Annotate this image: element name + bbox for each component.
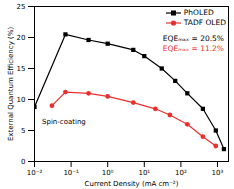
html-text:Spin-coating: Spin-coating	[42, 118, 86, 126]
svg-text:10⁻¹: 10⁻¹	[63, 169, 79, 177]
html-text:TADF OLED: TADF OLED	[183, 18, 226, 27]
html-text:EQEₘₐₓ = 20.5%: EQEₘₐₓ = 20.5%	[162, 34, 224, 43]
svg-text:5: 5	[21, 127, 25, 135]
html-text:EQEₘₐₓ = 11.2%: EQEₘₐₓ = 11.2%	[162, 44, 224, 53]
svg-text:External Quantum Efficiency (%: External Quantum Efficiency (%)	[7, 27, 15, 141]
svg-text:10⁰: 10⁰	[102, 169, 114, 177]
svg-text:10³: 10³	[212, 169, 224, 177]
svg-text:10: 10	[17, 96, 26, 104]
svg-text:10⁻²: 10⁻²	[27, 169, 43, 177]
svg-text:0: 0	[21, 158, 25, 166]
svg-text:20: 20	[17, 34, 26, 42]
svg-text:10¹: 10¹	[138, 169, 150, 177]
svg-text:15: 15	[17, 65, 26, 73]
html-text:PhOLED: PhOLED	[183, 8, 214, 17]
svg-text:25: 25	[17, 3, 26, 11]
svg-text:Current Density (mA cm⁻²): Current Density (mA cm⁻²)	[85, 180, 179, 188]
svg-text:10²: 10²	[175, 169, 187, 177]
